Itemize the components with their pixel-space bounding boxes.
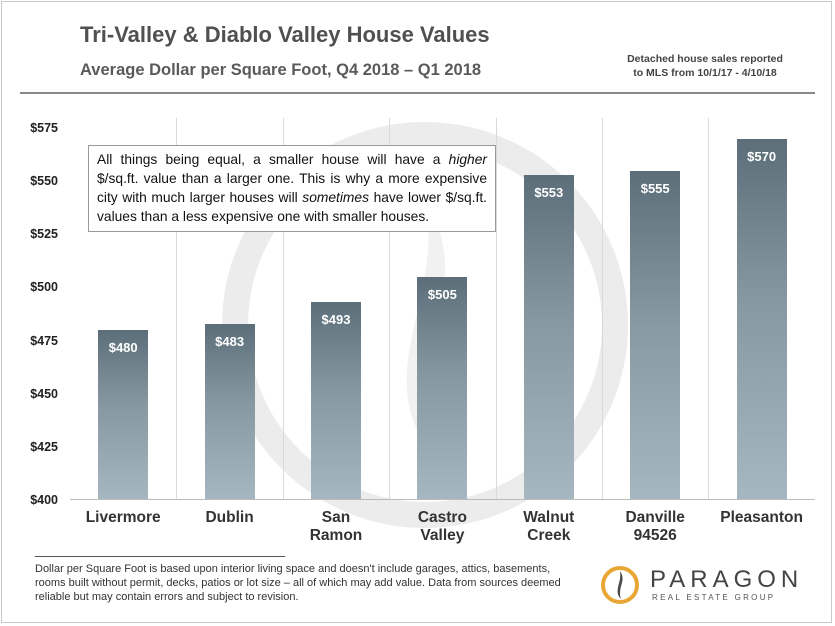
flame-icon bbox=[601, 566, 639, 604]
header-divider bbox=[20, 92, 815, 94]
column-separator bbox=[389, 118, 497, 500]
footnote: Dollar per Square Foot is based upon int… bbox=[35, 563, 561, 603]
bar bbox=[630, 170, 681, 500]
category-label-line: Castro bbox=[417, 509, 467, 526]
category-label: Livermore bbox=[70, 509, 176, 527]
y-tick-label: $400 bbox=[30, 493, 58, 507]
category-label: Danville 94526 bbox=[602, 509, 708, 545]
bar-value-label: $570 bbox=[747, 148, 777, 164]
category-label: Pleasanton bbox=[709, 509, 815, 527]
y-tick-label: $525 bbox=[30, 227, 58, 242]
annotation-text-3: have lower $/sq.ft. values than a less e… bbox=[97, 190, 487, 224]
category-label-line: Pleasanton bbox=[720, 509, 803, 526]
annotation-emphasis-higher: higher bbox=[448, 152, 487, 167]
logo-wordmark: PARAGON bbox=[650, 566, 804, 593]
chart-title: Tri-Valley & Diablo Valley House Values bbox=[80, 22, 490, 47]
category-label-line: Livermore bbox=[85, 509, 161, 526]
y-tick-label: $475 bbox=[30, 333, 58, 348]
bar-value-label: $483 bbox=[215, 333, 245, 349]
category-label: Walnut Creek bbox=[496, 509, 602, 545]
bar-value-label: $555 bbox=[640, 180, 670, 196]
category-label-line: Valley bbox=[420, 527, 465, 544]
category-label-line: Creek bbox=[527, 527, 571, 544]
category-label-line: Walnut bbox=[523, 509, 575, 526]
bar-value-label: $480 bbox=[108, 339, 138, 355]
category-label-line: 94526 bbox=[633, 527, 677, 544]
category-label-line: Dublin bbox=[205, 509, 254, 526]
chart-subtitle: Average Dollar per Square Foot, Q4 2018 … bbox=[80, 61, 482, 79]
column-separator bbox=[602, 118, 710, 500]
bar-value-label: $493 bbox=[321, 312, 351, 328]
category-label: San Ramon bbox=[283, 509, 389, 545]
bar bbox=[417, 276, 468, 500]
column-separator bbox=[176, 118, 284, 500]
annotation-text-1: All things being equal, a smaller house … bbox=[97, 152, 449, 167]
y-tick-label: $550 bbox=[30, 174, 58, 189]
category-label-line: Ramon bbox=[309, 527, 363, 544]
bar bbox=[736, 138, 787, 500]
annotation-emphasis-sometimes: sometimes bbox=[302, 190, 369, 205]
bar bbox=[204, 323, 255, 500]
bar bbox=[311, 302, 361, 500]
category-label-line: San bbox=[321, 509, 351, 526]
column-separator bbox=[283, 118, 391, 500]
source-line-2: to MLS from 10/1/17 - 4/10/18 bbox=[633, 67, 777, 79]
logo-tagline: REAL ESTATE GROUP bbox=[652, 593, 776, 602]
bar-value-label: $505 bbox=[427, 286, 457, 302]
bar bbox=[523, 174, 574, 500]
bar-value-label: $553 bbox=[534, 184, 564, 200]
column-separator bbox=[70, 118, 178, 500]
y-tick-label: $500 bbox=[30, 280, 58, 295]
bar bbox=[98, 329, 149, 500]
footnote-divider bbox=[35, 556, 285, 557]
y-tick-label: $425 bbox=[30, 439, 58, 454]
column-separator bbox=[496, 118, 603, 500]
source-line-1: Detached house sales reported bbox=[627, 53, 783, 65]
category-label: Castro Valley bbox=[389, 509, 495, 545]
annotation-box: All things being equal, a smaller house … bbox=[88, 145, 496, 232]
x-axis-line bbox=[70, 499, 815, 500]
y-tick-label: $450 bbox=[30, 386, 58, 401]
y-tick-label: $575 bbox=[30, 121, 58, 135]
source-note: Detached house sales reported to MLS fro… bbox=[585, 52, 825, 80]
category-label-line: Danville bbox=[625, 509, 685, 526]
annotation-text-2: $/sq.ft. value than a larger one. This i… bbox=[97, 171, 487, 205]
category-label: Dublin bbox=[177, 509, 283, 527]
